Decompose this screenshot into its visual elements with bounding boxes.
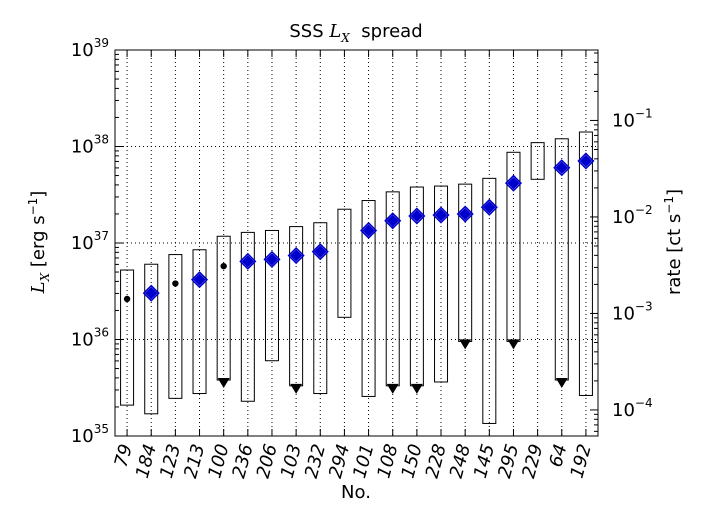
range-box bbox=[361, 200, 376, 397]
y-tick-label-right: 10−2 bbox=[612, 203, 653, 228]
range-box bbox=[578, 131, 593, 396]
upper-limit-triangle bbox=[507, 339, 520, 350]
upper-limit-triangle bbox=[410, 383, 423, 394]
y-tick-label-right: 10−1 bbox=[612, 106, 653, 131]
data-point-diamond-filled bbox=[507, 176, 520, 190]
data-point-diamond-outline bbox=[190, 271, 209, 289]
y-tick-label-left: 1036 bbox=[71, 326, 109, 351]
data-point-diamond-filled bbox=[265, 253, 279, 266]
data-point-diamond-filled bbox=[289, 249, 303, 262]
data-point-diamond-filled bbox=[314, 245, 327, 258]
upper-limit-triangle bbox=[459, 339, 472, 350]
y-tick-label-right: 10−4 bbox=[612, 396, 653, 421]
data-point-diamond-filled bbox=[458, 207, 472, 221]
range-box bbox=[240, 231, 255, 402]
tick-labels: 1035103610371038103910−410−310−210−17918… bbox=[71, 36, 653, 480]
data-point-diamond-outline bbox=[239, 252, 257, 270]
data-point-dot bbox=[172, 280, 179, 287]
range-box bbox=[337, 208, 352, 318]
data-point-diamond-filled bbox=[241, 255, 255, 268]
y-tick-label-left: 1037 bbox=[71, 229, 109, 254]
markers bbox=[123, 152, 595, 394]
data-point-diamond-outline bbox=[263, 250, 281, 268]
y-tick-label-left: 1039 bbox=[71, 36, 109, 61]
y-tick-label-right: 10−3 bbox=[612, 299, 653, 324]
data-point-diamond-filled bbox=[193, 273, 206, 286]
data-point-diamond-filled bbox=[483, 201, 496, 214]
data-point-diamond-outline bbox=[142, 284, 160, 302]
upper-limit-triangle bbox=[555, 378, 568, 389]
data-point-diamond-outline bbox=[287, 246, 305, 265]
range-boxes bbox=[120, 131, 593, 424]
data-point-diamond-outline bbox=[504, 174, 523, 192]
range-box bbox=[144, 263, 159, 415]
axis-ticks bbox=[115, 49, 598, 437]
range-box bbox=[530, 142, 545, 180]
data-point-diamond-outline bbox=[360, 221, 378, 240]
upper-limit-triangle bbox=[217, 378, 230, 389]
data-point-diamond-outline bbox=[408, 207, 426, 225]
data-point-diamond-outline bbox=[311, 243, 329, 261]
y-tick-label-left: 1038 bbox=[71, 133, 109, 158]
range-box bbox=[313, 222, 328, 395]
x-tick-label: 79 bbox=[111, 442, 137, 470]
x-tick-label: 64 bbox=[545, 442, 571, 470]
data-point-diamond-filled bbox=[386, 214, 399, 228]
range-box bbox=[168, 254, 183, 399]
plot-frame bbox=[114, 49, 599, 437]
range-box bbox=[120, 269, 135, 406]
data-point-diamond-outline bbox=[553, 159, 571, 177]
data-point-diamond-outline bbox=[577, 152, 595, 170]
data-point-diamond-filled bbox=[362, 224, 375, 237]
data-point-diamond-outline bbox=[432, 206, 450, 224]
y-axis-left-label: LX [erg s−1] bbox=[26, 191, 52, 295]
y-tick-label-left: 1035 bbox=[71, 422, 109, 447]
range-box bbox=[264, 229, 279, 362]
data-point-diamond-outline bbox=[456, 205, 474, 223]
data-point-diamond-outline bbox=[480, 198, 498, 216]
grid-lines bbox=[115, 50, 598, 436]
upper-limit-triangle bbox=[290, 383, 303, 394]
chart-title: SSS LX spread bbox=[289, 21, 422, 45]
data-point-diamond-filled bbox=[145, 286, 158, 300]
y-axis-right-label: rate [ct s−1] bbox=[662, 189, 685, 295]
x-axis-label: No. bbox=[341, 482, 371, 503]
range-box bbox=[434, 185, 449, 383]
data-point-diamond-filled bbox=[434, 208, 448, 222]
data-point-dot bbox=[123, 295, 131, 303]
data-point-diamond-filled bbox=[555, 161, 568, 174]
data-point-diamond-filled bbox=[410, 209, 424, 223]
range-box bbox=[482, 177, 497, 424]
upper-limit-triangle bbox=[386, 383, 399, 394]
data-point-dot bbox=[220, 262, 227, 270]
data-point-diamond-filled bbox=[579, 154, 593, 168]
range-box bbox=[192, 249, 207, 395]
data-point-diamond-outline bbox=[384, 212, 402, 230]
